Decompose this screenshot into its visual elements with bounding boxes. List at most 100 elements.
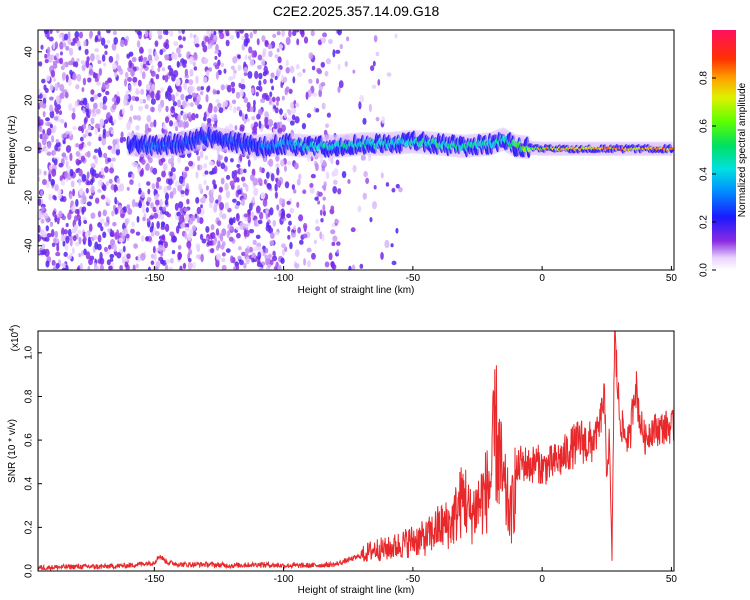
noise-speck bbox=[231, 170, 235, 179]
noise-speck bbox=[76, 208, 80, 217]
noise-speck bbox=[108, 265, 113, 270]
noise-speck bbox=[54, 184, 59, 192]
noise-speck bbox=[155, 92, 160, 101]
noise-speck bbox=[187, 112, 192, 118]
noise-speck bbox=[270, 173, 275, 182]
noise-speck bbox=[200, 204, 203, 209]
noise-speck bbox=[312, 92, 318, 97]
noise-speck bbox=[243, 71, 248, 76]
noise-speck bbox=[65, 235, 70, 244]
noise-speck bbox=[229, 102, 233, 111]
noise-speck bbox=[83, 40, 87, 47]
noise-speck bbox=[49, 222, 53, 227]
noise-speck bbox=[85, 108, 90, 117]
noise-speck bbox=[186, 198, 190, 205]
noise-speck bbox=[208, 161, 214, 166]
noise-speck bbox=[335, 159, 340, 166]
noise-speck bbox=[324, 261, 330, 268]
noise-speck bbox=[306, 113, 312, 118]
noise-speck bbox=[265, 209, 269, 214]
noise-speck bbox=[152, 245, 156, 254]
noise-speck bbox=[150, 98, 156, 105]
noise-speck bbox=[178, 85, 182, 93]
noise-speck bbox=[171, 94, 176, 102]
noise-speck bbox=[270, 72, 275, 78]
noise-speck bbox=[225, 190, 231, 199]
noise-speck bbox=[136, 30, 142, 36]
noise-speck bbox=[149, 106, 155, 113]
noise-speck bbox=[360, 154, 366, 161]
noise-speck bbox=[44, 147, 49, 154]
noise-speck bbox=[182, 114, 188, 121]
noise-speck bbox=[137, 166, 141, 174]
noise-speck bbox=[288, 30, 292, 38]
noise-speck bbox=[280, 257, 285, 264]
noise-speck bbox=[348, 265, 352, 270]
noise-speck bbox=[38, 61, 43, 67]
noise-speck bbox=[82, 107, 86, 114]
noise-speck bbox=[132, 76, 138, 83]
noise-speck bbox=[121, 107, 125, 116]
noise-speck bbox=[236, 31, 240, 39]
noise-speck bbox=[90, 162, 95, 168]
noise-speck bbox=[181, 30, 185, 35]
noise-speck bbox=[69, 130, 72, 136]
noise-speck bbox=[322, 196, 326, 201]
noise-speck bbox=[248, 228, 255, 234]
noise-speck bbox=[275, 163, 280, 169]
noise-speck bbox=[62, 42, 67, 48]
noise-speck bbox=[159, 198, 163, 208]
noise-speck bbox=[384, 239, 390, 249]
noise-speck bbox=[165, 192, 170, 201]
noise-speck bbox=[133, 243, 138, 249]
noise-speck bbox=[167, 93, 173, 102]
noise-speck bbox=[112, 138, 118, 146]
noise-speck bbox=[108, 244, 112, 250]
noise-speck bbox=[119, 264, 123, 270]
noise-speck bbox=[79, 262, 84, 270]
noise-speck bbox=[375, 51, 380, 57]
noise-speck bbox=[202, 196, 206, 204]
noise-speck bbox=[131, 56, 137, 63]
noise-speck bbox=[129, 104, 134, 112]
noise-speck bbox=[194, 43, 200, 48]
noise-speck bbox=[108, 178, 113, 184]
snr-x-tick-label: 50 bbox=[666, 574, 678, 585]
noise-speck bbox=[177, 35, 182, 41]
noise-speck bbox=[264, 122, 268, 129]
noise-speck bbox=[284, 87, 289, 96]
noise-speck bbox=[75, 198, 79, 207]
noise-speck bbox=[225, 39, 230, 47]
noise-speck bbox=[334, 219, 340, 224]
noise-speck bbox=[62, 139, 66, 145]
noise-speck bbox=[58, 162, 64, 168]
noise-speck bbox=[316, 78, 319, 85]
noise-speck bbox=[54, 106, 59, 113]
noise-speck bbox=[49, 84, 54, 91]
noise-speck bbox=[191, 112, 196, 121]
noise-speck bbox=[88, 132, 92, 137]
noise-speck bbox=[111, 157, 117, 162]
noise-speck bbox=[61, 73, 66, 81]
noise-speck bbox=[359, 94, 365, 103]
noise-speck bbox=[44, 58, 49, 64]
noise-speck bbox=[121, 256, 125, 264]
noise-speck bbox=[55, 262, 60, 269]
noise-speck bbox=[67, 212, 72, 221]
noise-speck bbox=[178, 44, 184, 49]
noise-speck bbox=[232, 72, 236, 80]
noise-speck bbox=[76, 58, 80, 63]
noise-speck bbox=[248, 46, 253, 54]
noise-speck bbox=[107, 157, 112, 163]
noise-speck bbox=[83, 195, 87, 204]
noise-speck bbox=[324, 70, 329, 77]
noise-speck bbox=[106, 30, 111, 34]
noise-speck bbox=[83, 219, 88, 224]
noise-speck bbox=[205, 185, 209, 191]
noise-speck bbox=[59, 51, 63, 56]
noise-speck bbox=[197, 155, 201, 162]
noise-speck bbox=[119, 209, 124, 215]
noise-speck bbox=[237, 64, 242, 71]
noise-speck bbox=[241, 251, 246, 257]
